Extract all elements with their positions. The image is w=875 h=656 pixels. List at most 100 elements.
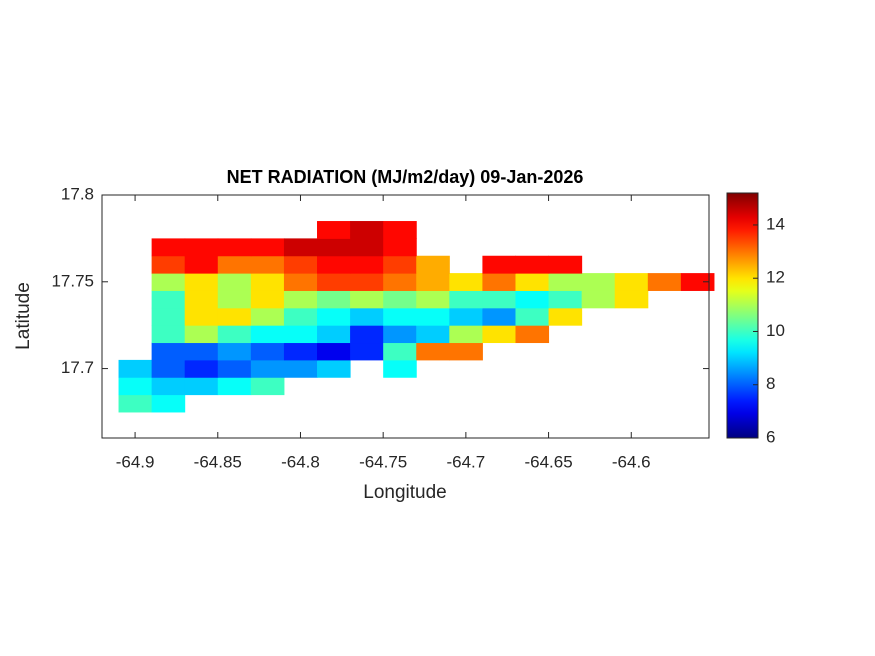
heat-cell [416, 325, 450, 344]
heat-cell [515, 255, 550, 274]
heat-cell [250, 273, 285, 291]
heat-cell [317, 359, 351, 378]
heat-cell [184, 342, 219, 361]
heat-cell [217, 273, 252, 291]
colorbar-tick-label: 6 [766, 427, 775, 446]
heat-cell [449, 290, 483, 309]
heat-cell [350, 290, 384, 309]
heat-cell [317, 325, 351, 344]
x-axis-label: Longitude [363, 482, 446, 503]
heat-cell [250, 359, 285, 378]
heat-cell [250, 342, 285, 361]
heat-cell [350, 221, 384, 239]
heat-cell [250, 290, 285, 309]
heat-cell [283, 342, 318, 361]
heat-cell [250, 377, 285, 396]
heat-cell [614, 290, 649, 309]
heat-cell [317, 342, 351, 361]
heat-cell [217, 342, 252, 361]
colorbar-tick-label: 14 [766, 214, 785, 233]
heat-cell [151, 325, 186, 344]
heat-cell [614, 273, 649, 291]
heat-cell [151, 273, 186, 291]
colorbar [726, 192, 759, 439]
x-tick-label: -64.6 [612, 452, 651, 471]
heat-cell [482, 290, 516, 309]
heat-cell [250, 238, 285, 257]
y-tick-label: 17.75 [51, 271, 94, 290]
heat-cell [217, 377, 252, 396]
heat-cell [118, 394, 153, 413]
heat-cell [317, 221, 351, 239]
heat-cell [217, 307, 252, 326]
heat-cell [217, 290, 252, 309]
heat-cell [317, 290, 351, 309]
heat-cell [217, 238, 252, 257]
heat-cell [515, 273, 550, 291]
heat-cell [317, 238, 351, 257]
heat-cell [350, 255, 384, 274]
heat-cell [217, 325, 252, 344]
heat-cell [151, 238, 186, 257]
heat-cell [151, 255, 186, 274]
heat-cell [416, 342, 450, 361]
heat-cell [383, 359, 417, 378]
heat-cell [151, 290, 186, 309]
heat-cell [184, 359, 219, 378]
heat-cell [184, 255, 219, 274]
heat-cell [118, 377, 153, 396]
heat-cell [118, 359, 153, 378]
x-tick-label: -64.65 [524, 452, 572, 471]
y-axis-label: Latitude [13, 282, 34, 350]
heat-cell [317, 307, 351, 326]
heat-cell [482, 307, 516, 326]
heat-cell [680, 273, 715, 291]
heat-cell [283, 359, 318, 378]
heat-cell [350, 342, 384, 361]
heat-cell [383, 325, 417, 344]
colorbar-tick-label: 8 [766, 374, 775, 393]
colorbar-tick-label: 12 [766, 268, 785, 287]
heat-cell [250, 307, 285, 326]
heat-cell [283, 238, 318, 257]
heat-cell [515, 307, 550, 326]
heat-cell [383, 238, 417, 257]
heat-cell [184, 377, 219, 396]
heat-cell [383, 255, 417, 274]
heat-cell [548, 273, 583, 291]
heat-cell [283, 307, 318, 326]
x-tick-label: -64.85 [194, 452, 242, 471]
heat-cell [184, 273, 219, 291]
heat-cell [482, 273, 516, 291]
heat-cell [184, 307, 219, 326]
heat-cell [416, 307, 450, 326]
heatmap [118, 221, 715, 413]
heat-cell [350, 273, 384, 291]
y-tick-label: 17.8 [61, 184, 94, 203]
heat-cell [350, 238, 384, 257]
heat-cell [482, 325, 516, 344]
heat-cell [151, 307, 186, 326]
heat-cell [416, 290, 450, 309]
heat-cell [548, 307, 583, 326]
heat-cell [383, 342, 417, 361]
heat-cell [515, 325, 550, 344]
heat-cell [383, 307, 417, 326]
heat-cell [184, 325, 219, 344]
heat-cell [151, 342, 186, 361]
heat-cell [416, 255, 450, 274]
heat-cell [217, 255, 252, 274]
x-tick-label: -64.9 [116, 452, 155, 471]
heat-cell [250, 325, 285, 344]
heat-cell [317, 255, 351, 274]
heat-cell [350, 325, 384, 344]
heat-cell [416, 273, 450, 291]
heat-cell [250, 255, 285, 274]
heat-cell [383, 290, 417, 309]
heat-cell [151, 394, 186, 413]
y-tick-label: 17.7 [61, 358, 94, 377]
heat-cell [449, 307, 483, 326]
heat-cell [548, 290, 583, 309]
heat-cell [184, 290, 219, 309]
